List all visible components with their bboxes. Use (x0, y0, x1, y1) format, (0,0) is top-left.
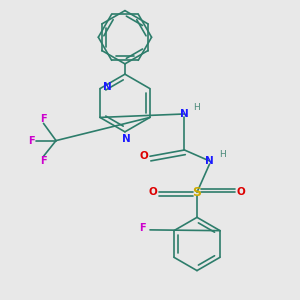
Text: F: F (28, 136, 34, 146)
Text: F: F (40, 156, 47, 166)
Text: N: N (103, 82, 112, 92)
Text: S: S (193, 186, 202, 199)
Text: O: O (236, 187, 245, 197)
Text: H: H (219, 150, 225, 159)
Text: N: N (180, 109, 189, 119)
Text: F: F (139, 223, 146, 233)
Text: H: H (194, 103, 200, 112)
Text: N: N (122, 134, 131, 144)
Text: N: N (205, 156, 214, 166)
Text: O: O (149, 187, 158, 197)
Text: F: F (40, 114, 47, 124)
Text: O: O (140, 151, 148, 161)
